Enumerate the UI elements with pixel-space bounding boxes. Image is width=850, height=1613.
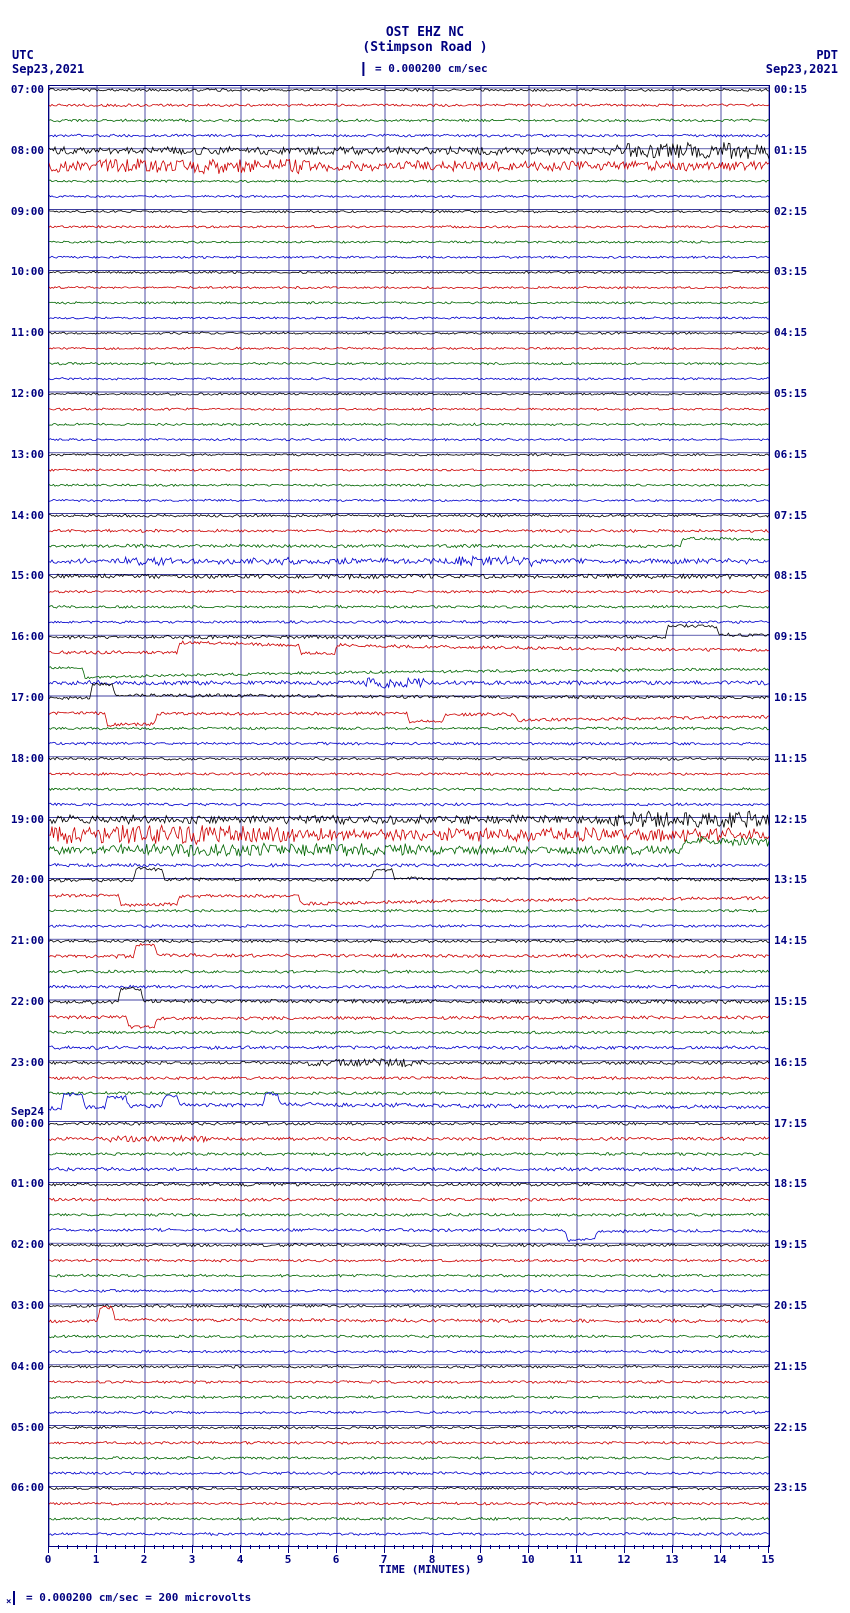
scale-label: = 0.000200 cm/sec: [362, 62, 487, 76]
hour-label-utc: 11:00: [2, 326, 44, 339]
scale-text: = 0.000200 cm/sec: [375, 62, 488, 75]
hour-label-utc: 02:00: [2, 1238, 44, 1251]
hour-label-utc: 19:00: [2, 813, 44, 826]
hour-label-utc: 00:00: [2, 1117, 44, 1130]
hour-label-pdt: 05:15: [774, 387, 807, 400]
hour-label-utc: 13:00: [2, 448, 44, 461]
hour-label-pdt: 17:15: [774, 1117, 807, 1130]
hour-label-pdt: 20:15: [774, 1299, 807, 1312]
hour-label-utc: 12:00: [2, 387, 44, 400]
hour-label-utc: 04:00: [2, 1360, 44, 1373]
hour-label-pdt: 13:15: [774, 873, 807, 886]
hour-label-pdt: 10:15: [774, 691, 807, 704]
hour-label-pdt: 16:15: [774, 1056, 807, 1069]
x-axis-ticks: [48, 1545, 768, 1555]
hour-label-utc: 14:00: [2, 509, 44, 522]
hour-label-utc: 15:00: [2, 569, 44, 582]
hour-label-utc: 05:00: [2, 1421, 44, 1434]
hour-label-utc: 01:00: [2, 1177, 44, 1190]
hour-label-utc: 16:00: [2, 630, 44, 643]
hour-label-utc: 09:00: [2, 205, 44, 218]
hour-label-utc: 10:00: [2, 265, 44, 278]
hour-label-utc: 17:00: [2, 691, 44, 704]
hour-label-utc: 20:00: [2, 873, 44, 886]
footer-text: = 0.000200 cm/sec = 200 microvolts: [26, 1591, 251, 1604]
x-axis-title: TIME (MINUTES): [0, 1563, 850, 1576]
date-left: Sep23,2021: [12, 62, 84, 76]
scale-bar-icon: [362, 62, 364, 76]
hour-label-pdt: 08:15: [774, 569, 807, 582]
hour-label-pdt: 12:15: [774, 813, 807, 826]
hour-label-pdt: 04:15: [774, 326, 807, 339]
hour-label-pdt: 07:15: [774, 509, 807, 522]
hour-label-pdt: 15:15: [774, 995, 807, 1008]
traces-svg: [49, 86, 769, 1546]
hour-label-pdt: 21:15: [774, 1360, 807, 1373]
tz-right: PDT: [816, 48, 838, 62]
hour-label-utc: 21:00: [2, 934, 44, 947]
hour-label-pdt: 11:15: [774, 752, 807, 765]
tz-left: UTC: [12, 48, 34, 62]
hour-label-pdt: 18:15: [774, 1177, 807, 1190]
hour-label-utc: 22:00: [2, 995, 44, 1008]
hour-label-utc: 03:00: [2, 1299, 44, 1312]
hour-label-utc: 23:00: [2, 1056, 44, 1069]
seismogram-container: OST EHZ NC (Stimpson Road ) = 0.000200 c…: [0, 0, 850, 1613]
station-subtitle: (Stimpson Road ): [0, 40, 850, 55]
footer-scale-bar-icon: [13, 1591, 15, 1605]
hour-label-pdt: 00:15: [774, 83, 807, 96]
plot-area: [48, 85, 770, 1547]
hour-label-pdt: 23:15: [774, 1481, 807, 1494]
hour-label-pdt: 22:15: [774, 1421, 807, 1434]
hour-label-pdt: 01:15: [774, 144, 807, 157]
footer-scale: × = 0.000200 cm/sec = 200 microvolts: [6, 1591, 251, 1607]
hour-label-pdt: 19:15: [774, 1238, 807, 1251]
hour-label-pdt: 03:15: [774, 265, 807, 278]
hour-label-utc: 07:00: [2, 83, 44, 96]
hour-label-pdt: 14:15: [774, 934, 807, 947]
hour-label-utc: 06:00: [2, 1481, 44, 1494]
hour-label-utc: 18:00: [2, 752, 44, 765]
hour-label-pdt: 06:15: [774, 448, 807, 461]
hour-label-pdt: 02:15: [774, 205, 807, 218]
station-title: OST EHZ NC: [0, 25, 850, 40]
hour-label-utc: 08:00: [2, 144, 44, 157]
hour-label-pdt: 09:15: [774, 630, 807, 643]
date-right: Sep23,2021: [766, 62, 838, 76]
